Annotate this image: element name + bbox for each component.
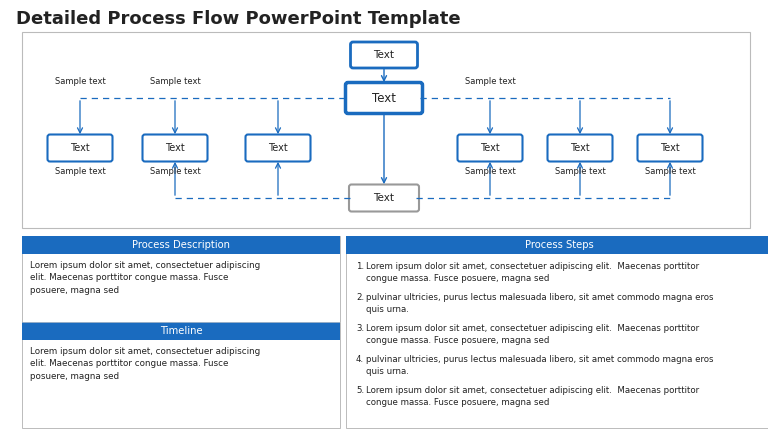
- Text: 5.: 5.: [356, 386, 364, 395]
- Text: Text: Text: [570, 143, 590, 153]
- Text: Text: Text: [70, 143, 90, 153]
- Text: pulvinar ultricies, purus lectus malesuada libero, sit amet commodo magna eros
q: pulvinar ultricies, purus lectus malesua…: [366, 293, 713, 314]
- Bar: [22, 322, 340, 340]
- Text: Lorem ipsum dolor sit amet, consectetuer adipiscing elit.  Maecenas porttitor
co: Lorem ipsum dolor sit amet, consectetuer…: [366, 324, 699, 345]
- Text: Process Steps: Process Steps: [525, 240, 594, 250]
- FancyBboxPatch shape: [246, 134, 310, 162]
- Text: 3.: 3.: [356, 324, 364, 333]
- Text: Text: Text: [373, 50, 395, 60]
- Text: Sample text: Sample text: [465, 167, 515, 176]
- Text: Text: Text: [372, 92, 396, 105]
- Text: Lorem ipsum dolor sit amet, consectetuer adipiscing
elit. Maecenas porttitor con: Lorem ipsum dolor sit amet, consectetuer…: [30, 347, 260, 381]
- Text: Sample text: Sample text: [465, 77, 515, 86]
- FancyBboxPatch shape: [349, 184, 419, 212]
- Text: Sample text: Sample text: [150, 167, 200, 176]
- Text: Text: Text: [480, 143, 500, 153]
- Text: Process Description: Process Description: [132, 240, 230, 250]
- Text: Text: Text: [373, 193, 395, 203]
- FancyBboxPatch shape: [548, 134, 613, 162]
- Text: Sample text: Sample text: [55, 167, 105, 176]
- Text: 4.: 4.: [356, 355, 364, 364]
- Bar: [22, 236, 340, 428]
- FancyBboxPatch shape: [350, 42, 418, 68]
- Text: Text: Text: [660, 143, 680, 153]
- FancyBboxPatch shape: [346, 83, 422, 114]
- FancyBboxPatch shape: [637, 134, 703, 162]
- Text: 2.: 2.: [356, 293, 364, 302]
- Text: Timeline: Timeline: [160, 326, 202, 336]
- Bar: [22, 236, 340, 254]
- Text: Lorem ipsum dolor sit amet, consectetuer adipiscing elit.  Maecenas porttitor
co: Lorem ipsum dolor sit amet, consectetuer…: [366, 262, 699, 283]
- Bar: [346, 236, 768, 428]
- FancyBboxPatch shape: [458, 134, 522, 162]
- Bar: [22, 32, 750, 228]
- Text: Lorem ipsum dolor sit amet, consectetuer adipiscing elit.  Maecenas porttitor
co: Lorem ipsum dolor sit amet, consectetuer…: [366, 386, 699, 407]
- Text: Sample text: Sample text: [644, 167, 695, 176]
- Bar: [346, 236, 768, 254]
- Text: Text: Text: [268, 143, 288, 153]
- Text: Text: Text: [165, 143, 185, 153]
- Text: Lorem ipsum dolor sit amet, consectetuer adipiscing
elit. Maecenas porttitor con: Lorem ipsum dolor sit amet, consectetuer…: [30, 261, 260, 295]
- FancyBboxPatch shape: [143, 134, 207, 162]
- Text: 1.: 1.: [356, 262, 364, 271]
- Text: Sample text: Sample text: [55, 77, 105, 86]
- FancyBboxPatch shape: [48, 134, 112, 162]
- Text: Sample text: Sample text: [150, 77, 200, 86]
- Text: pulvinar ultricies, purus lectus malesuada libero, sit amet commodo magna eros
q: pulvinar ultricies, purus lectus malesua…: [366, 355, 713, 376]
- Text: Sample text: Sample text: [554, 167, 605, 176]
- Text: Detailed Process Flow PowerPoint Template: Detailed Process Flow PowerPoint Templat…: [16, 10, 461, 28]
